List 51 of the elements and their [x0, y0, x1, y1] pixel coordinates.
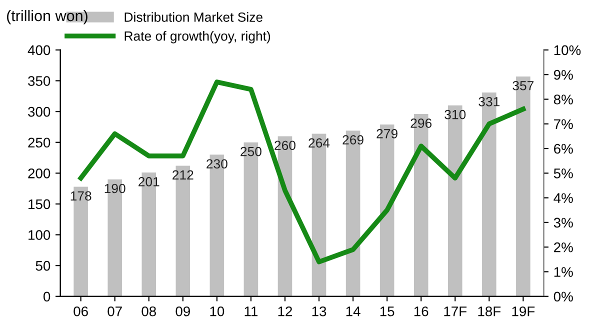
legend-label: Distribution Market Size	[124, 12, 262, 22]
y-tick-label: 400	[28, 45, 50, 56]
x-tick-label: 08	[142, 306, 156, 316]
x-tick-label: 14	[346, 306, 360, 316]
x-tick-label: 15	[380, 306, 394, 316]
data-label: 279	[376, 129, 398, 138]
y2-tick-label: 1%	[554, 267, 573, 277]
y2-tick-label: 8%	[554, 94, 573, 104]
y2-tick-label: 0%	[554, 292, 573, 302]
data-label: 178	[70, 191, 92, 201]
x-tick-label: 19F	[512, 306, 535, 316]
x-tick-label: 12	[278, 306, 292, 316]
x-tick-label: 11	[244, 306, 258, 316]
data-label: 357	[512, 80, 534, 90]
data-label: 264	[308, 138, 330, 148]
data-label: 296	[410, 118, 432, 128]
data-label: 260	[274, 140, 296, 150]
y-tick-label: 100	[28, 230, 50, 240]
y-tick-label: 300	[28, 106, 50, 117]
x-tick-label: 09	[176, 306, 190, 316]
data-label: 212	[172, 170, 194, 180]
y2-tick-label: 4%	[554, 193, 573, 203]
y-tick-label: 200	[28, 168, 50, 178]
data-label: 230	[206, 159, 228, 169]
y-tick-label: 350	[28, 76, 50, 86]
y2-tick-label: 7%	[554, 119, 573, 129]
y-tick-label: 250	[28, 138, 50, 148]
y-axis-title: (trillion won)	[6, 10, 88, 24]
x-tick-label: 18F	[478, 306, 501, 316]
x-tick-label: 06	[74, 306, 88, 316]
x-tick-label: 10	[210, 306, 224, 316]
x-tick-label: 16	[414, 306, 428, 316]
y2-tick-label: 10%	[554, 45, 581, 56]
data-label: 190	[104, 184, 126, 194]
legend-label: Rate of growth(yoy, right)	[124, 31, 270, 44]
y-tick-label: 0	[43, 292, 50, 302]
y2-tick-label: 6%	[554, 144, 573, 154]
data-label: 269	[342, 135, 364, 145]
data-label: 201	[138, 177, 160, 186]
y-tick-label: 150	[28, 199, 50, 210]
data-label: 250	[240, 146, 262, 156]
data-label: 331	[478, 96, 500, 106]
y2-tick-label: 3%	[554, 218, 573, 228]
x-tick-label: 07	[108, 306, 122, 316]
data-label: 310	[444, 110, 466, 120]
y-tick-label: 50	[36, 260, 50, 271]
x-tick-label: 17F	[444, 306, 467, 316]
y2-tick-label: 2%	[554, 242, 573, 252]
y2-tick-label: 5%	[554, 168, 573, 178]
x-tick-label: 13	[312, 306, 326, 316]
y2-tick-label: 9%	[554, 70, 573, 80]
